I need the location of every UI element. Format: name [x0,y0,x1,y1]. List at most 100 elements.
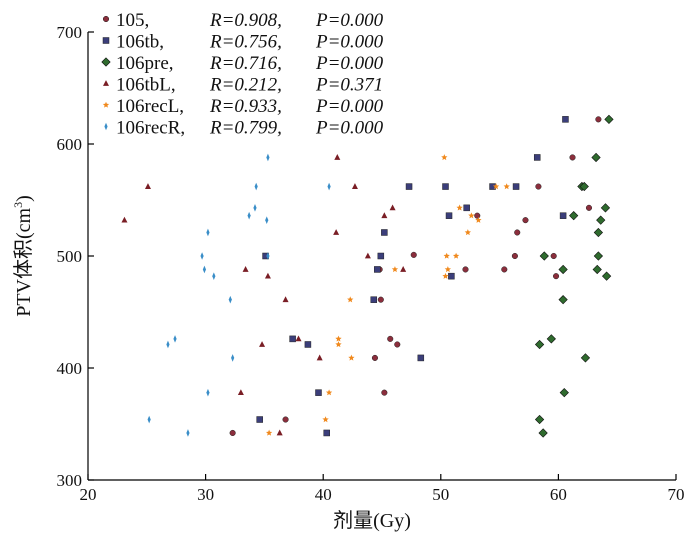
data-point [282,416,289,423]
data-point [441,154,448,161]
y-tick-label: 700 [57,23,83,42]
data-point [259,341,266,347]
data-point [463,204,470,212]
data-point [229,429,236,437]
data-point [387,335,394,342]
x-tick-label: 70 [668,485,685,504]
data-point [202,265,207,274]
series-3 [121,154,407,436]
data-point [569,211,579,221]
data-point [511,252,518,260]
legend-p-value: P=0.000 [315,118,384,139]
data-point [316,354,323,361]
data-point [265,429,273,436]
x-tick-label: 40 [315,485,332,504]
data-point [550,252,557,260]
series-2 [534,114,614,438]
y-tick-label: 500 [57,247,83,266]
data-point [254,182,258,191]
legend: 105, R=0.908, P=0.000 106tb, R=0.756, P=0.000… [101,10,384,139]
data-point [546,334,556,344]
data-point [579,181,589,192]
data-point [242,266,249,272]
data-point [410,251,417,258]
legend-marker [102,15,110,23]
data-point [456,204,463,211]
data-point [400,266,407,272]
legend-p-value: P=0.000 [315,96,384,117]
data-point [522,217,529,224]
data-point [442,272,449,279]
data-point [474,212,481,219]
data-point [237,389,244,396]
data-point [315,389,322,396]
data-point [534,339,545,350]
data-point [559,212,567,219]
data-point [253,204,257,212]
data-point [325,389,333,396]
data-point [448,272,455,280]
data-point [289,335,296,343]
x-tick-label: 60 [550,485,567,504]
legend-p-value: P=0.371 [315,75,383,96]
data-point [559,388,569,398]
legend-r-value: R=0.756, [209,32,282,53]
data-point [323,429,330,437]
legend-series-name: 105, [116,10,149,31]
data-point [462,266,469,273]
data-point [295,335,302,342]
y-ticks: 300 400 500 600 700 [57,23,94,490]
data-point [394,341,401,348]
data-point [552,273,560,280]
data-point [212,272,216,280]
data-point [333,229,340,235]
legend-series-name: 106tb, [116,32,164,53]
data-point [558,264,568,275]
data-point [592,264,602,275]
data-point [335,335,342,342]
legend-series-name: 106pre, [116,53,174,74]
series-1 [256,116,569,437]
data-point [569,154,576,161]
data-point [600,203,611,213]
legend-marker [103,80,109,86]
data-point [381,212,388,219]
data-point [206,388,210,397]
data-point [601,271,612,281]
legend-series-name: 106tbL, [116,75,176,96]
data-point [444,266,451,273]
x-tick-label: 30 [197,485,214,504]
data-point [276,429,283,436]
y-axis-title-main: PTV体积(cm [12,207,35,316]
data-point [452,252,460,259]
series-0 [229,116,602,437]
data-point [371,354,378,361]
data-point [533,154,541,161]
legend-p-value: P=0.000 [315,53,384,74]
data-point [604,114,614,124]
data-point [539,251,549,261]
data-point [200,252,204,260]
data-point [538,428,548,438]
data-point [492,183,500,190]
data-point [562,116,569,123]
data-point [558,295,568,305]
data-point [503,183,510,190]
data-point [351,183,358,189]
data-point [389,204,396,211]
data-point [186,429,190,437]
data-point [231,354,235,362]
data-point [417,354,425,362]
data-point [304,341,312,348]
data-point [595,116,602,123]
data-point [468,212,475,219]
data-point [443,252,450,259]
legend-p-value: P=0.000 [315,10,384,31]
data-point [370,296,378,303]
data-point [377,252,385,260]
data-point [173,335,177,343]
legend-r-value: R=0.933, [209,96,282,117]
x-ticks: 20 30 40 50 60 70 [80,474,685,504]
data-point [593,227,604,238]
